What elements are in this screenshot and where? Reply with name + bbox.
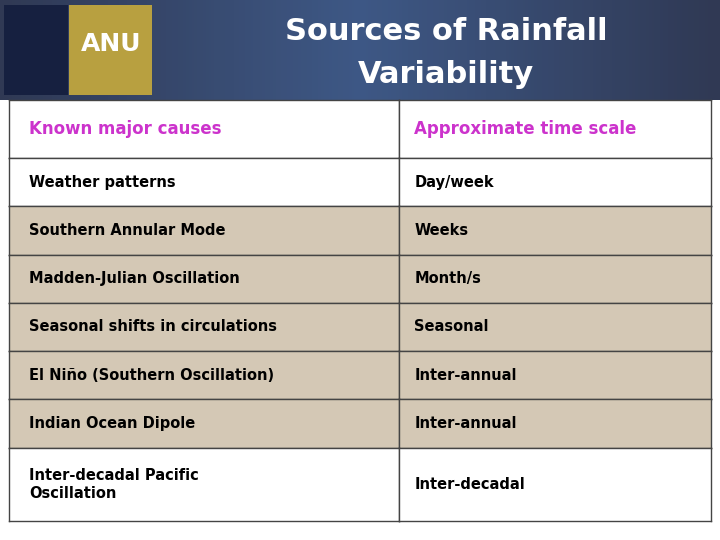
Text: Madden-Julian Oscillation: Madden-Julian Oscillation: [29, 271, 240, 286]
Text: Variability: Variability: [359, 60, 534, 90]
Text: Seasonal: Seasonal: [414, 320, 489, 334]
FancyBboxPatch shape: [4, 5, 68, 95]
Text: Inter-decadal Pacific
Oscillation: Inter-decadal Pacific Oscillation: [29, 468, 199, 501]
FancyBboxPatch shape: [69, 5, 152, 95]
Text: Sources of Rainfall: Sources of Rainfall: [285, 17, 608, 46]
Text: El Niño (Southern Oscillation): El Niño (Southern Oscillation): [29, 368, 274, 383]
Text: Inter-decadal: Inter-decadal: [414, 477, 525, 492]
Text: THE AUSTRALIAN NATIONAL UNIVERSITY: THE AUSTRALIAN NATIONAL UNIVERSITY: [13, 106, 138, 111]
Text: Inter-annual: Inter-annual: [414, 416, 517, 431]
Text: Seasonal shifts in circulations: Seasonal shifts in circulations: [29, 320, 276, 334]
Text: Approximate time scale: Approximate time scale: [414, 120, 636, 138]
Text: Weeks: Weeks: [414, 223, 468, 238]
Text: Day/week: Day/week: [414, 175, 494, 190]
Text: ANU: ANU: [81, 32, 141, 56]
Text: Southern Annular Mode: Southern Annular Mode: [29, 223, 225, 238]
Text: Month/s: Month/s: [414, 271, 481, 286]
Text: Indian Ocean Dipole: Indian Ocean Dipole: [29, 416, 195, 431]
Text: Inter-annual: Inter-annual: [414, 368, 517, 383]
Text: Known major causes: Known major causes: [29, 120, 221, 138]
Text: Weather patterns: Weather patterns: [29, 175, 176, 190]
